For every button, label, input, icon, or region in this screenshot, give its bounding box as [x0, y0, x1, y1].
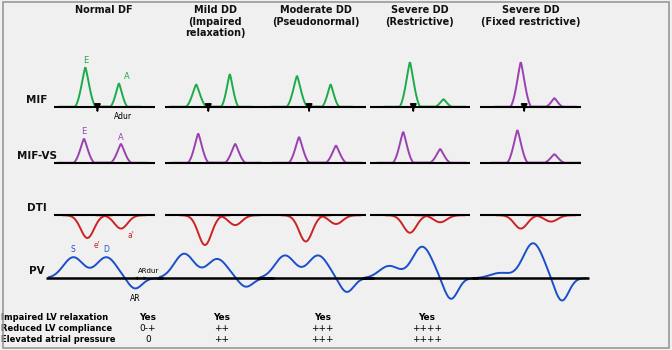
Text: Yes: Yes — [314, 313, 331, 322]
Text: AR: AR — [130, 294, 140, 303]
Text: Severe DD
(Restrictive): Severe DD (Restrictive) — [386, 5, 454, 27]
Text: DTI: DTI — [27, 203, 47, 213]
Text: +++: +++ — [311, 324, 334, 333]
Text: E: E — [81, 127, 87, 136]
Text: +++: +++ — [311, 335, 334, 344]
Text: a': a' — [128, 231, 134, 240]
Text: Reduced LV compliance: Reduced LV compliance — [1, 324, 112, 333]
Text: Normal DF: Normal DF — [75, 5, 133, 15]
Text: 0: 0 — [145, 335, 151, 344]
Text: D: D — [103, 245, 110, 254]
Text: ++: ++ — [214, 335, 229, 344]
Text: MIF-VS: MIF-VS — [17, 151, 57, 161]
Text: Yes: Yes — [418, 313, 435, 322]
Text: E: E — [83, 56, 88, 65]
Text: PV: PV — [29, 266, 45, 276]
Text: ARdur: ARdur — [138, 268, 160, 274]
Text: S: S — [71, 245, 76, 254]
Text: Impaired LV relaxation: Impaired LV relaxation — [1, 313, 108, 322]
Text: MIF: MIF — [26, 95, 48, 105]
Text: ++++: ++++ — [412, 335, 442, 344]
Text: 0-+: 0-+ — [140, 324, 156, 333]
Text: Mild DD
(Impaired
relaxation): Mild DD (Impaired relaxation) — [185, 5, 245, 38]
Text: A: A — [124, 72, 130, 81]
Text: Elevated atrial pressure: Elevated atrial pressure — [1, 335, 116, 344]
Text: Yes: Yes — [139, 313, 157, 322]
Text: Yes: Yes — [213, 313, 230, 322]
Text: ++++: ++++ — [412, 324, 442, 333]
Text: ++: ++ — [214, 324, 229, 333]
Text: Adur: Adur — [114, 112, 132, 121]
Text: Moderate DD
(Pseudonormal): Moderate DD (Pseudonormal) — [272, 5, 360, 27]
Text: A: A — [118, 133, 124, 142]
Text: e': e' — [94, 241, 101, 250]
Text: Severe DD
(Fixed restrictive): Severe DD (Fixed restrictive) — [481, 5, 581, 27]
